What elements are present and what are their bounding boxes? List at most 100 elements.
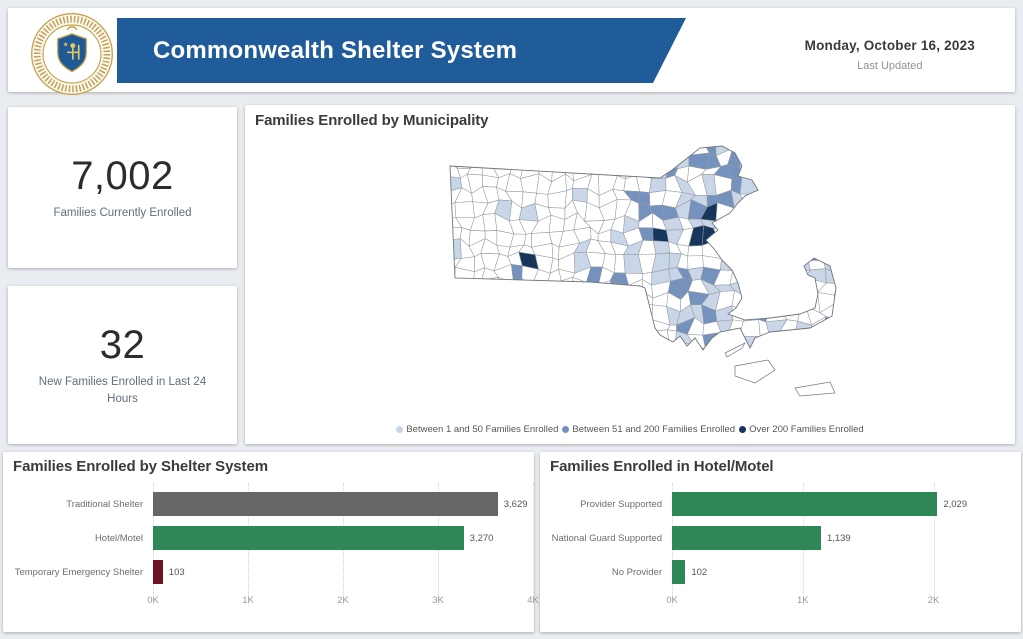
municipality-cell[interactable] (806, 174, 820, 193)
municipality-cell[interactable] (823, 149, 838, 168)
municipality-cell[interactable] (733, 204, 747, 218)
municipality-cell[interactable] (459, 304, 476, 322)
municipality-cell[interactable] (818, 162, 839, 181)
municipality-cell[interactable] (719, 332, 732, 347)
municipality-cell[interactable] (510, 264, 523, 285)
municipality-cell[interactable] (811, 332, 821, 349)
municipality-cell[interactable] (596, 141, 615, 154)
municipality-cell[interactable] (494, 297, 516, 309)
municipality-cell[interactable] (466, 330, 487, 350)
municipality-cell[interactable] (486, 294, 500, 312)
municipality-cell[interactable] (798, 174, 814, 196)
municipality-cell[interactable] (822, 225, 838, 243)
municipality-cell[interactable] (753, 241, 775, 260)
municipality-cell[interactable] (545, 139, 565, 155)
municipality-cell[interactable] (485, 302, 501, 322)
municipality-cell[interactable] (506, 150, 524, 168)
municipality-cell[interactable] (610, 343, 631, 362)
municipality-cell[interactable] (636, 136, 653, 155)
municipality-cell[interactable] (794, 347, 813, 363)
municipality-cell[interactable] (521, 277, 541, 300)
municipality-cell[interactable] (510, 319, 528, 339)
map-legend-item-1[interactable]: Between 51 and 200 Families Enrolled (562, 424, 735, 435)
municipality-cell[interactable] (558, 304, 578, 326)
municipality-cell[interactable] (531, 140, 554, 157)
municipality-cell[interactable] (836, 226, 847, 244)
municipality-cell[interactable] (701, 346, 721, 363)
municipality-cell[interactable] (778, 173, 801, 196)
municipality-cell[interactable] (547, 322, 565, 337)
municipality-cell[interactable] (447, 317, 461, 336)
bar-national-guard-supported[interactable] (672, 526, 821, 550)
municipality-cell[interactable] (830, 135, 851, 157)
municipality-cell[interactable] (796, 215, 813, 232)
municipality-cell[interactable] (570, 303, 591, 327)
municipality-cell[interactable] (573, 329, 587, 347)
municipality-cell[interactable] (484, 335, 498, 349)
municipality-cell[interactable] (648, 138, 669, 155)
municipality-cell[interactable] (558, 294, 576, 308)
municipality-cell[interactable] (739, 193, 758, 206)
municipality-cell[interactable] (796, 229, 813, 244)
municipality-cell[interactable] (770, 293, 781, 309)
municipality-cell[interactable] (824, 135, 838, 157)
municipality-cell[interactable] (625, 316, 641, 338)
municipality-cell[interactable] (454, 280, 474, 300)
municipality-cell[interactable] (791, 277, 811, 296)
municipality-cell[interactable] (811, 216, 827, 232)
municipality-cell[interactable] (752, 137, 773, 154)
municipality-cell[interactable] (818, 333, 837, 345)
municipality-cell[interactable] (614, 331, 631, 347)
municipality-cell[interactable] (822, 242, 837, 261)
municipality-cell[interactable] (536, 293, 547, 313)
municipality-cell[interactable] (526, 322, 540, 336)
municipality-cell[interactable] (505, 137, 524, 155)
municipality-cell[interactable] (499, 303, 515, 321)
municipality-cell[interactable] (532, 304, 549, 326)
island-outline[interactable] (734, 359, 776, 384)
municipality-cell[interactable] (496, 316, 513, 339)
municipality-cell[interactable] (479, 149, 499, 168)
municipality-cell[interactable] (590, 165, 600, 175)
municipality-cell[interactable] (623, 136, 643, 156)
municipality-cell[interactable] (648, 153, 671, 167)
municipality-cell[interactable] (783, 137, 797, 156)
municipality-cell[interactable] (808, 149, 826, 170)
municipality-cell[interactable] (571, 149, 592, 170)
municipality-cell[interactable] (583, 143, 604, 152)
municipality-cell[interactable] (820, 343, 838, 362)
municipality-cell[interactable] (612, 318, 632, 335)
municipality-cell[interactable] (812, 188, 821, 209)
municipality-cell[interactable] (753, 190, 772, 204)
municipality-cell[interactable] (624, 303, 643, 320)
municipality-cell[interactable] (601, 318, 615, 335)
municipality-cell[interactable] (636, 303, 653, 320)
municipality-cell[interactable] (765, 332, 784, 349)
municipality-cell[interactable] (791, 188, 814, 209)
municipality-cell[interactable] (585, 331, 604, 349)
municipality-cell[interactable] (731, 305, 749, 322)
municipality-cell[interactable] (598, 162, 618, 176)
municipality-cell[interactable] (613, 254, 626, 274)
municipality-cell[interactable] (687, 245, 703, 257)
municipality-cell[interactable] (783, 150, 793, 164)
municipality-cell[interactable] (457, 136, 468, 156)
municipality-cell[interactable] (837, 153, 848, 169)
municipality-cell[interactable] (624, 291, 644, 311)
municipality-cell[interactable] (765, 137, 785, 153)
municipality-cell[interactable] (752, 251, 772, 269)
municipality-cell[interactable] (819, 191, 836, 209)
municipality-cell[interactable] (835, 179, 848, 196)
municipality-cell[interactable] (713, 228, 729, 243)
municipality-cell[interactable] (769, 162, 788, 183)
municipality-cell[interactable] (648, 329, 671, 350)
municipality-cell[interactable] (764, 202, 781, 220)
municipality-cell[interactable] (482, 213, 498, 232)
municipality-cell[interactable] (557, 344, 578, 358)
municipality-cell[interactable] (765, 345, 787, 360)
municipality-cell[interactable] (728, 254, 746, 272)
bar-hotel-motel[interactable] (153, 526, 464, 550)
municipality-cell[interactable] (811, 343, 822, 363)
municipality-cell[interactable] (636, 146, 650, 169)
municipality-cell[interactable] (484, 342, 495, 362)
